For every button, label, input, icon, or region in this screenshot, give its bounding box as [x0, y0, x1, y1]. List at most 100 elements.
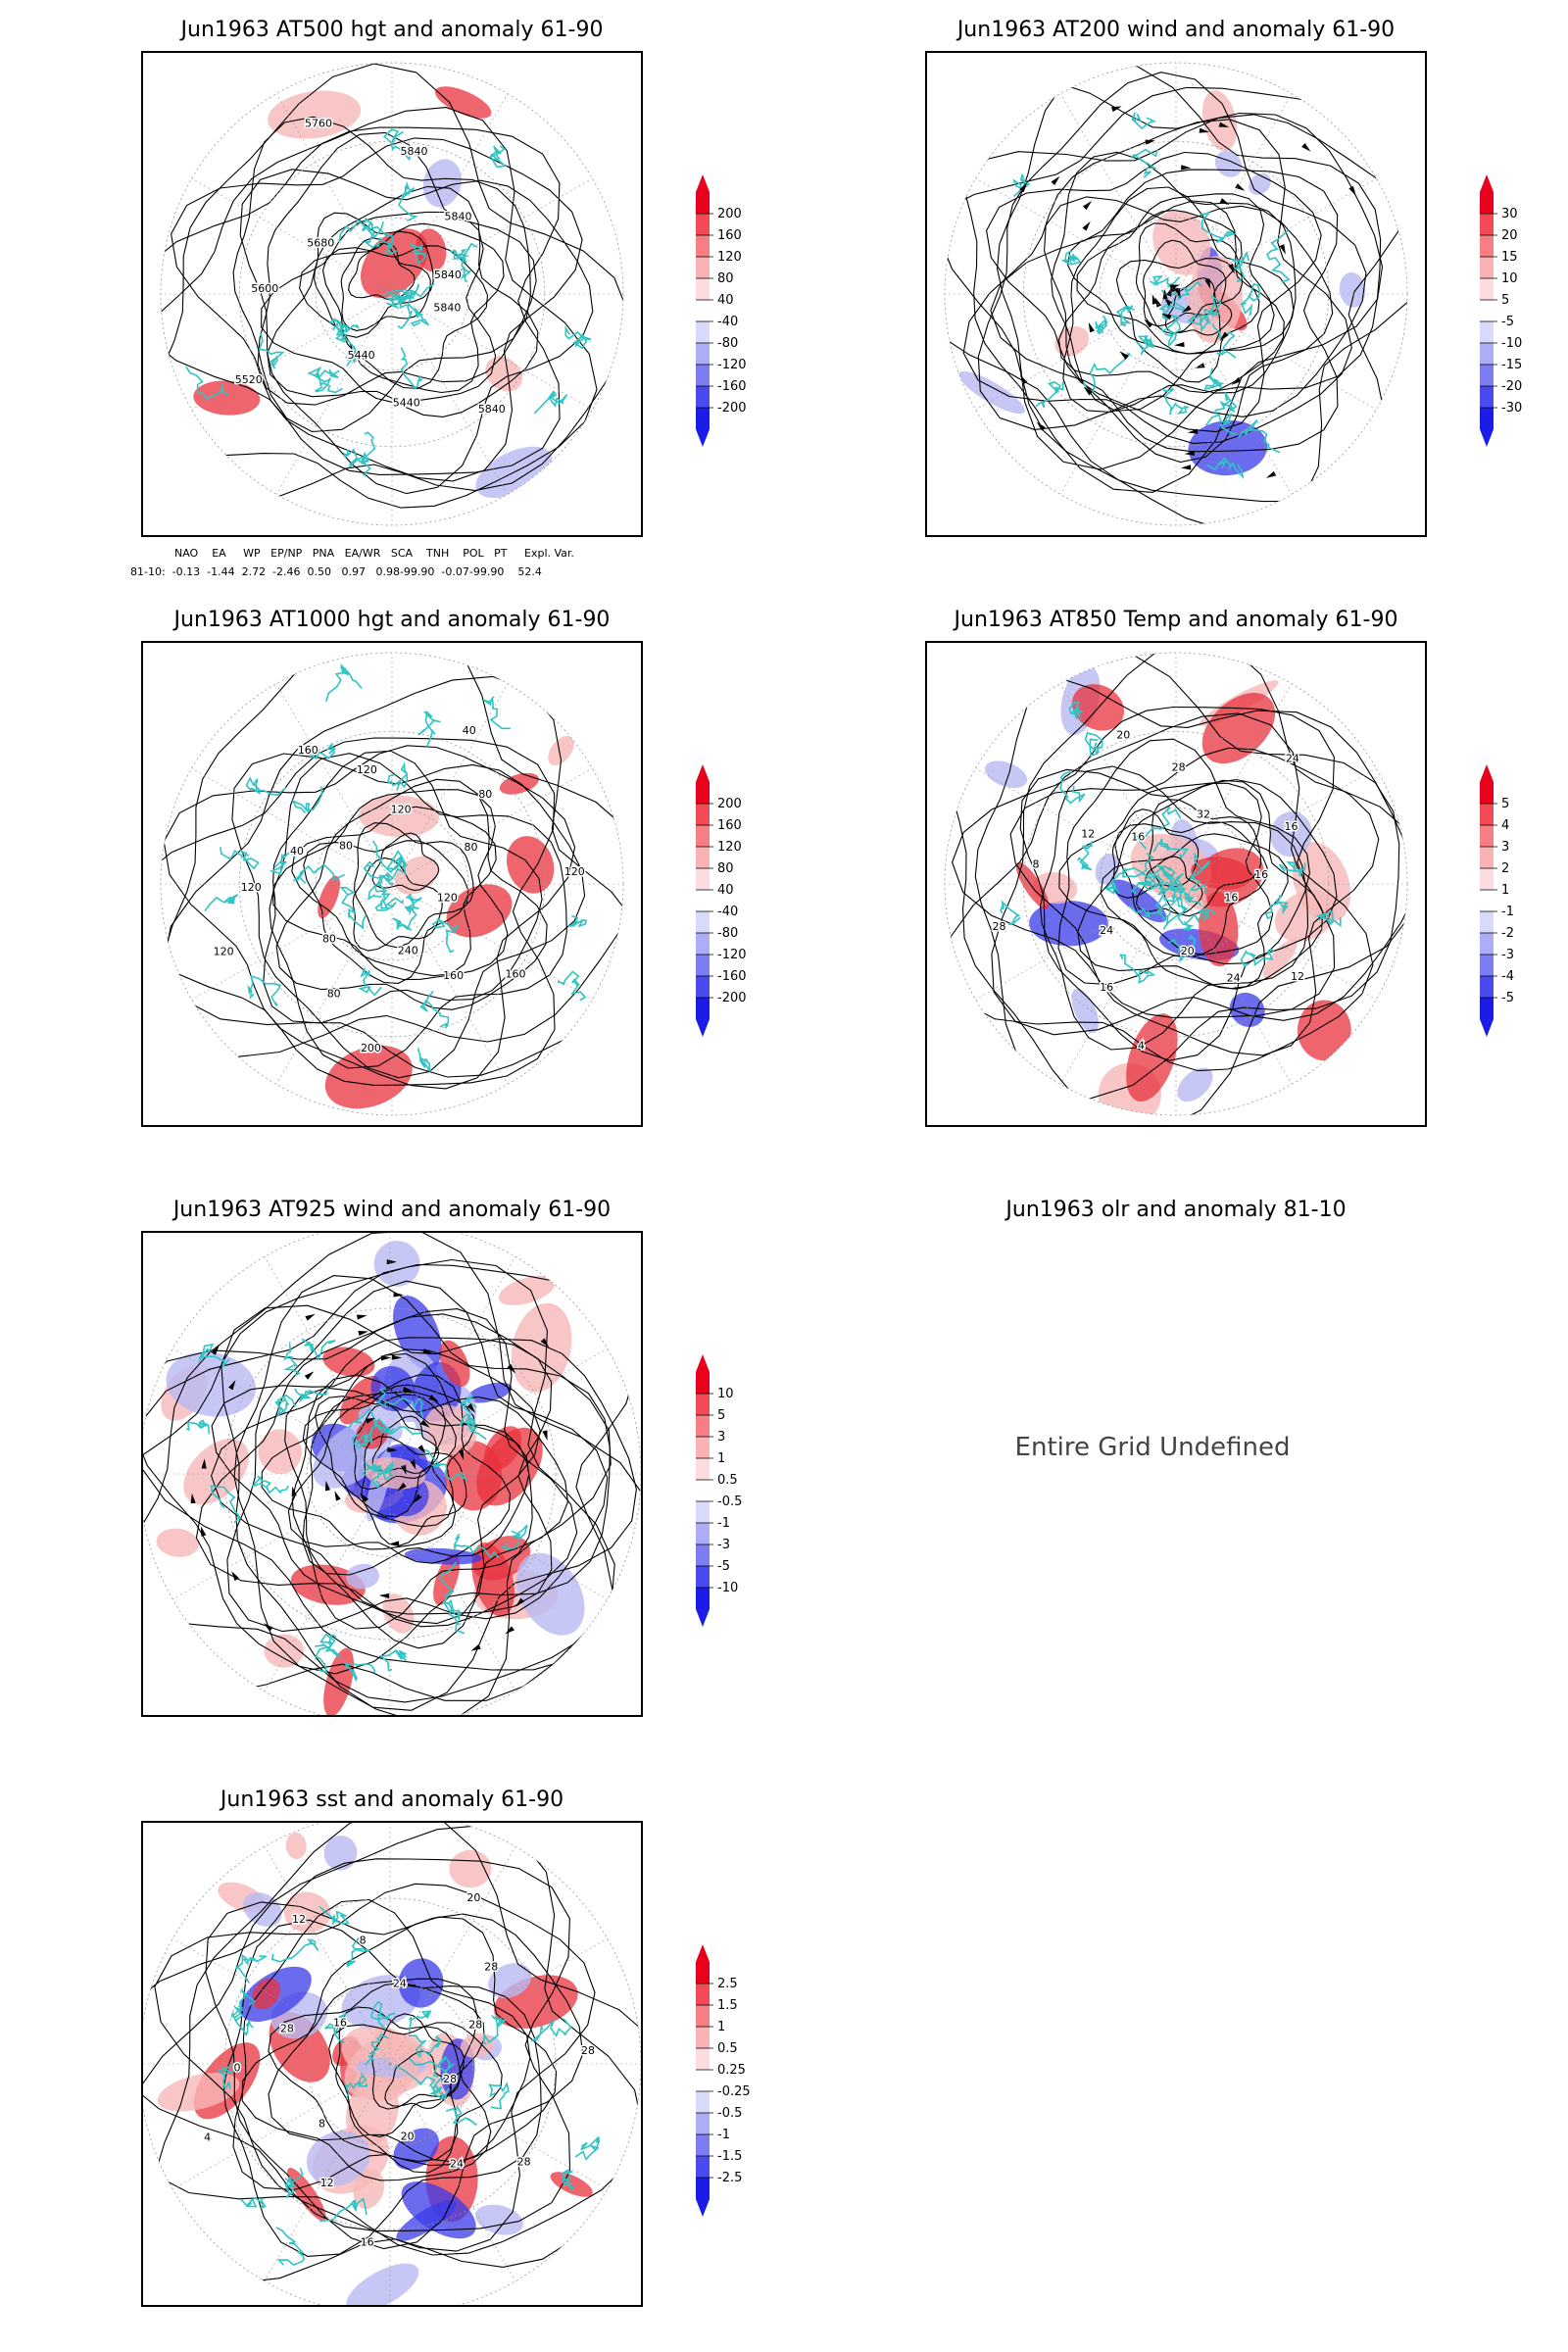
contour-value-label: 24: [1227, 972, 1241, 985]
contour-line: [977, 72, 1367, 430]
coastline: [245, 776, 287, 796]
coastline: [1082, 353, 1131, 394]
coastline: [1266, 229, 1291, 283]
contour-value-label: 16: [1284, 820, 1298, 833]
colorbar-segment: [696, 1501, 710, 1523]
positive-anomaly: [1126, 1013, 1178, 1102]
colorbar-segment: [696, 782, 710, 804]
coastline: [1214, 392, 1238, 415]
contour-line: [268, 1916, 558, 2163]
colorbar-segment: [696, 955, 710, 976]
coastline: [1240, 282, 1261, 316]
meridian: [1059, 93, 1177, 295]
coastline: [366, 1463, 381, 1490]
contour-value-label: 28: [1172, 760, 1186, 773]
contour-value-label: 4: [204, 2131, 211, 2143]
map-sst: 28 28 24 20 16 12 8 4 0 28 16 12 8 24 20 28 28 28: [141, 1821, 643, 2307]
wind-arrow: [1228, 264, 1235, 274]
contour-line: [1009, 747, 1380, 1056]
colorbar-label: 5: [717, 1408, 725, 1423]
colorbar-segment: [696, 2048, 710, 2070]
contour-line: [990, 169, 1339, 453]
colorbar-label: 15: [1501, 250, 1518, 265]
meridian: [391, 293, 593, 411]
positive-anomaly: [318, 875, 341, 919]
coastline: [1187, 313, 1211, 333]
contour-value-label: 80: [464, 841, 477, 854]
contour-line: [354, 822, 474, 949]
positive-anomaly: [498, 1275, 556, 1305]
contour-line: [150, 1823, 641, 2285]
coastline: [318, 2197, 368, 2223]
wind-arrow: [1145, 139, 1156, 145]
meridian: [391, 683, 509, 885]
colorbar-label: 30: [1501, 207, 1518, 221]
colorbar-segment: [1480, 386, 1494, 408]
wind-arrow: [1265, 470, 1277, 478]
coastline: [1203, 294, 1222, 318]
colorbar-segment: [696, 1588, 710, 1609]
positive-anomaly: [156, 1528, 199, 1557]
negative-anomaly: [404, 1547, 482, 1565]
coastline: [340, 337, 358, 367]
contour-value-label: 24: [450, 2157, 464, 2170]
contour-value-label: 16: [1100, 981, 1113, 994]
wind-arrow: [231, 1571, 239, 1582]
colorbar-label: 3: [1501, 840, 1509, 855]
contour-line: [211, 1348, 541, 1625]
map-svg-at850: 16 12 24 20 4 16 24 28 8 12 16 20 28 32 24 16 16: [944, 652, 1408, 1116]
colorbar-label: 80: [717, 271, 734, 286]
contour-line: [154, 1883, 596, 2252]
colorbar-segment: [696, 1984, 710, 2005]
contour-line: [143, 1858, 571, 2232]
meridian: [191, 883, 393, 1001]
coastline: [1133, 806, 1182, 850]
meridian: [191, 293, 393, 411]
positive-anomaly: [550, 2172, 593, 2197]
coastline: [482, 2014, 507, 2045]
map-disc: [945, 63, 1407, 525]
coastline: [368, 880, 391, 903]
colorbar-segment: [696, 868, 710, 890]
contour-line: [233, 1275, 611, 1675]
map-svg-at500: 5840 5840 5440 5440 5520 5600 5680 5760 5840 5840…: [160, 62, 624, 526]
coastline: [185, 366, 229, 400]
contour-value-label: 40: [290, 845, 304, 858]
wind-arrow: [1204, 278, 1211, 289]
meridian: [391, 293, 509, 495]
colorbar-label: -4: [1501, 969, 1514, 984]
contour-line: [945, 712, 1374, 1072]
map-disc: [161, 653, 623, 1109]
positive-anomaly: [471, 1543, 514, 1617]
coastline: [454, 1533, 500, 1559]
coastline: [258, 332, 285, 369]
colorbar-label: 0.25: [717, 2063, 746, 2078]
colorbar-at925: 10 5 3 1 0.5 -0.5 -1 -3 -5 -10: [686, 1354, 764, 1628]
contour-line: [384, 2050, 452, 2110]
colorbar-top-arrow: [696, 174, 710, 192]
colorbar-segment: [696, 1372, 710, 1394]
wind-arrow: [428, 1395, 439, 1402]
coastline: [247, 974, 282, 1006]
contour-line: [1114, 821, 1268, 956]
coastline: [345, 1661, 376, 1683]
colorbar-label: -1: [717, 1516, 730, 1531]
wind-arrow: [466, 1403, 476, 1413]
colorbar-svg-at850: 5 4 3 2 1 -1 -2 -3 -4 -5: [1480, 764, 1514, 1037]
coastline: [392, 293, 414, 329]
coastline: [1059, 770, 1086, 805]
wind-arrow: [365, 1417, 376, 1424]
coastline: [345, 1936, 370, 1968]
teleconnection-values: 81-10: -0.13 -1.44 2.72 -2.46 0.50 0.97 …: [130, 565, 542, 578]
coastline: [284, 2168, 304, 2199]
coastline: [428, 2082, 451, 2102]
colorbar-segment: [1480, 214, 1494, 235]
colorbar-label: 1.5: [717, 1998, 738, 2013]
contour-line: [291, 806, 497, 977]
coastline: [198, 1343, 230, 1368]
wind-arrow: [470, 1643, 481, 1651]
coastline: [1203, 368, 1225, 390]
wind-arrow: [1301, 143, 1311, 152]
colorbar-label: -5: [1501, 991, 1514, 1005]
meridian: [975, 883, 1177, 1001]
